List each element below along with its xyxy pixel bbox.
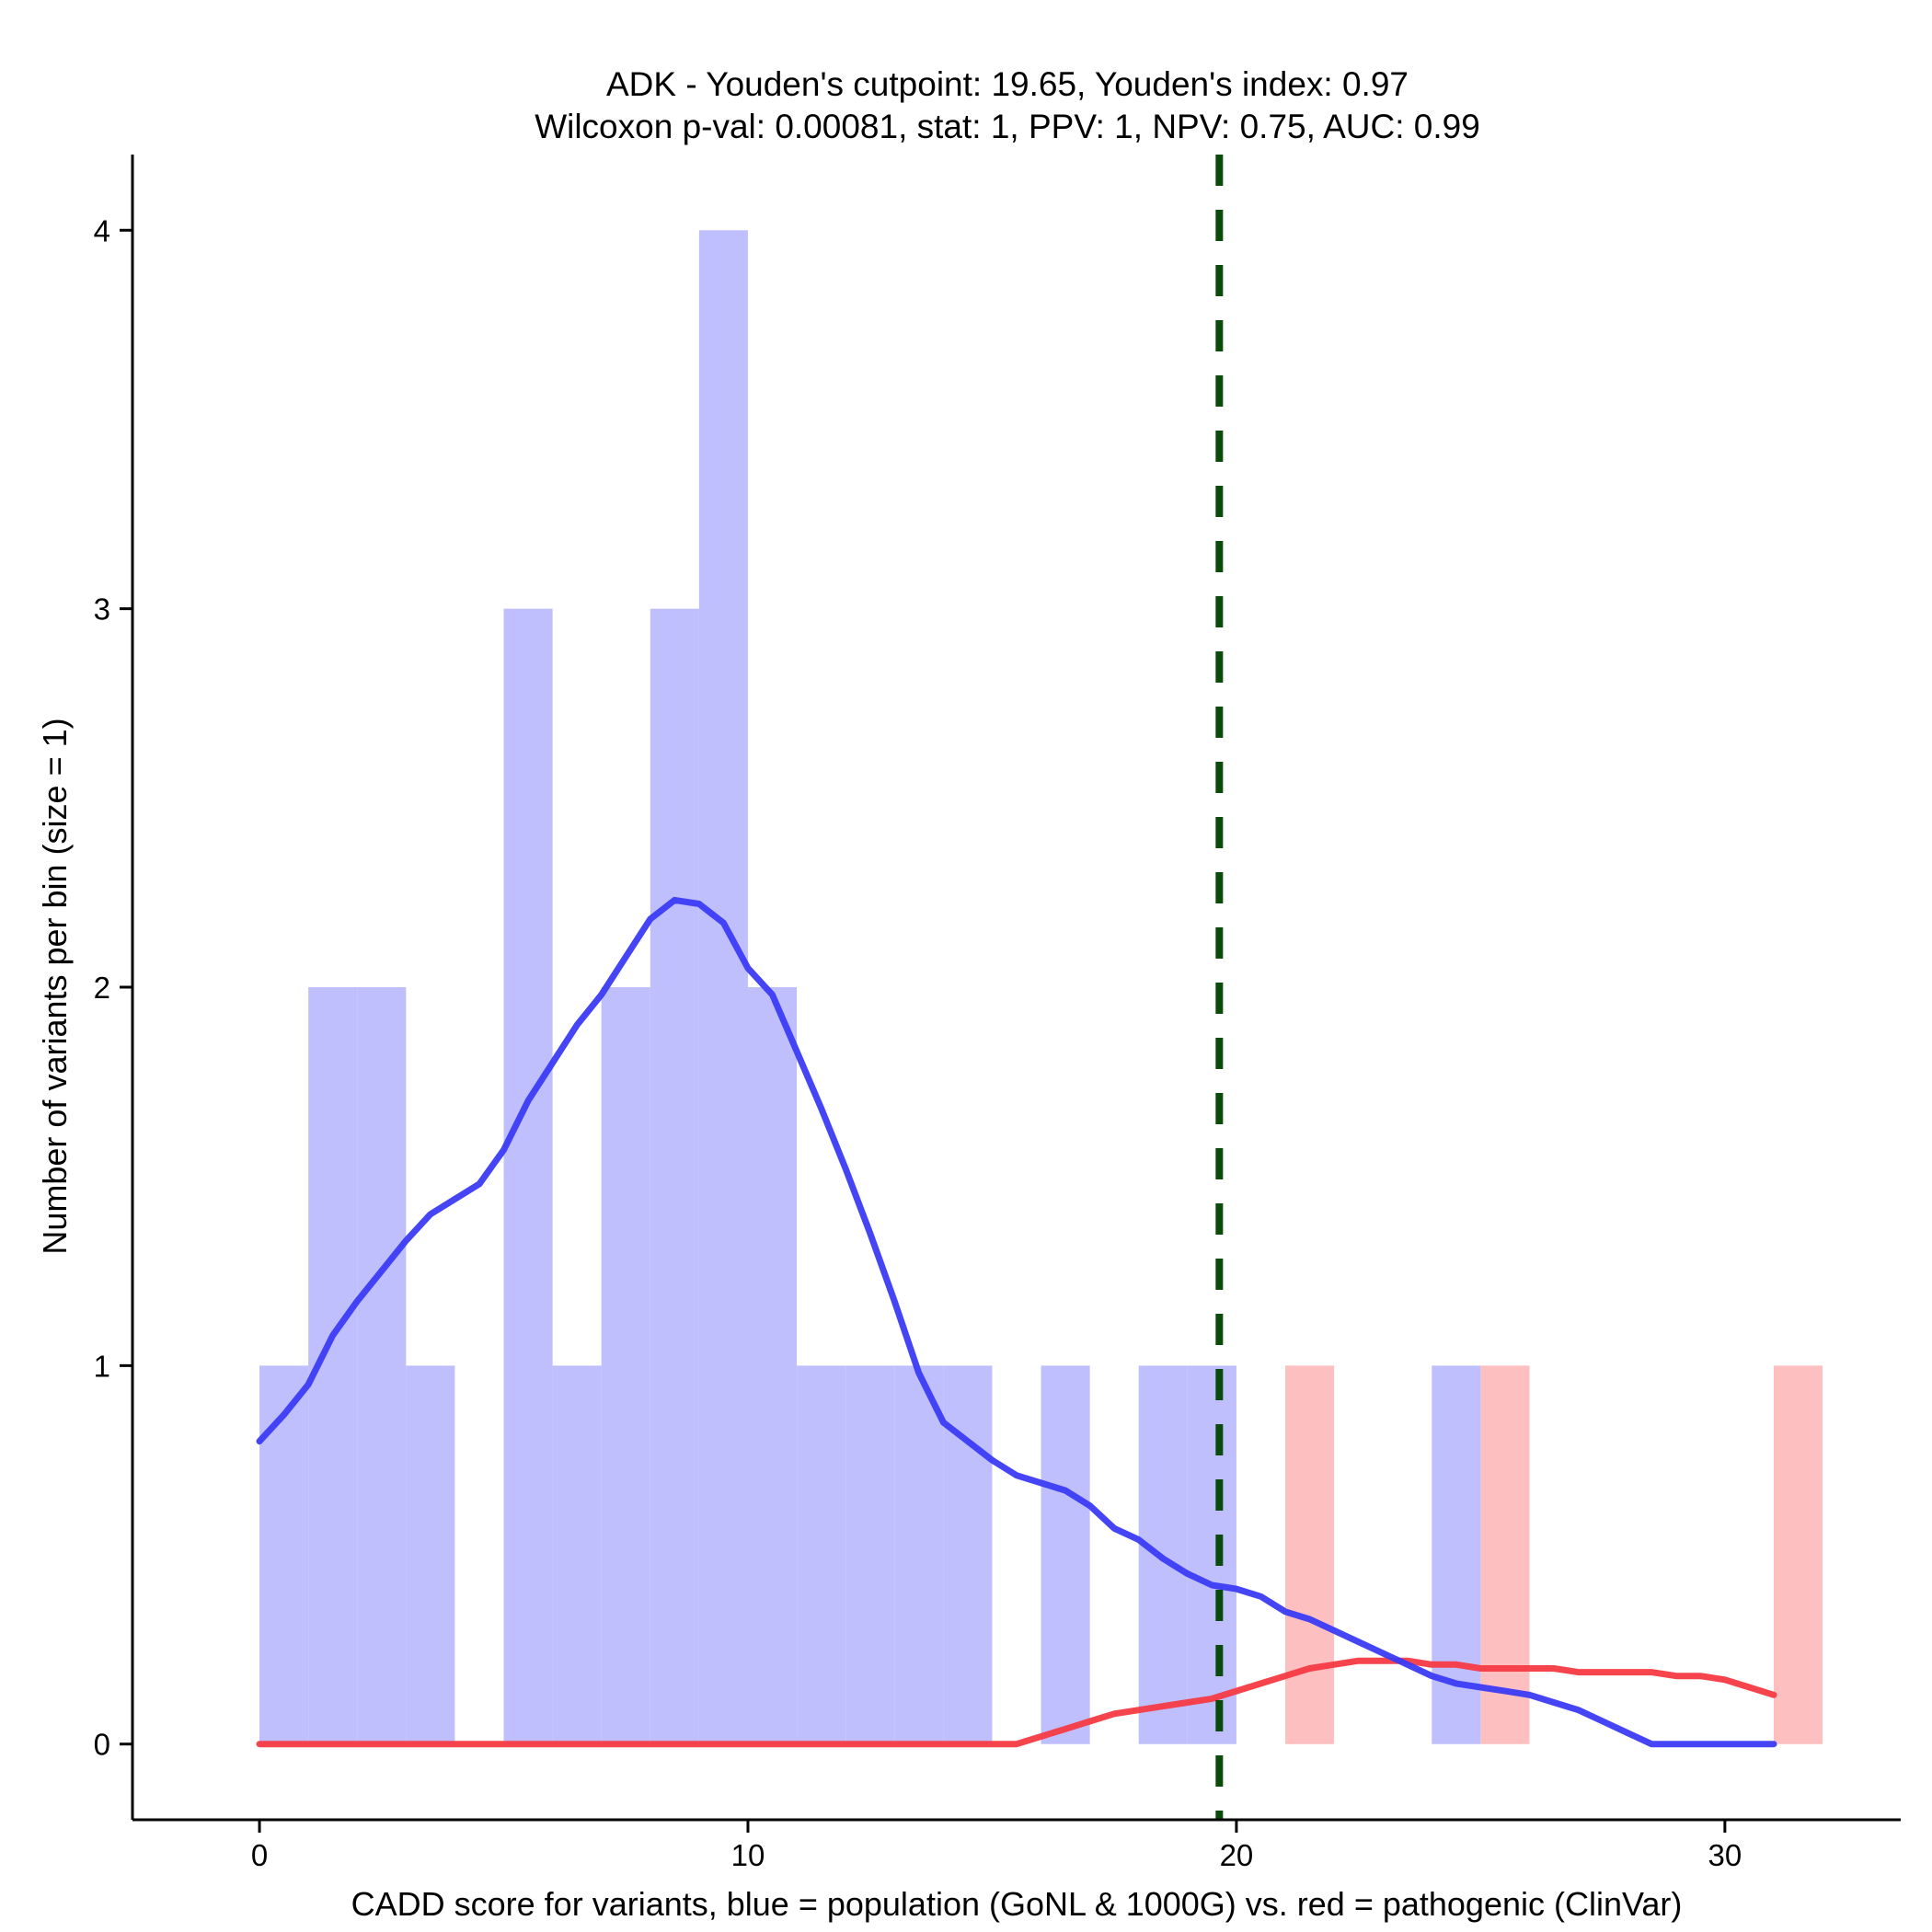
- population-bar-12: [894, 1365, 944, 1744]
- y-tick-label-2: 2: [94, 971, 110, 1005]
- pathogenic-bars: [1285, 1365, 1823, 1744]
- x-tick-label-20: 20: [1220, 1838, 1254, 1872]
- x-tick-label-30: 30: [1708, 1838, 1742, 1872]
- pathogenic-bar-1: [1480, 1365, 1530, 1744]
- y-tick-label-3: 3: [94, 592, 110, 627]
- population-bar-6: [601, 987, 650, 1744]
- population-bars: [259, 230, 1481, 1744]
- population-bar-0: [259, 1365, 309, 1744]
- pathogenic-bar-2: [1773, 1365, 1823, 1744]
- y-tick-label-1: 1: [94, 1349, 110, 1383]
- chart-subtitle: Wilcoxon p-val: 0.00081, stat: 1, PPV: 1…: [535, 108, 1480, 145]
- population-bar-8: [698, 230, 748, 1744]
- x-tick-label-10: 10: [731, 1838, 765, 1872]
- x-axis-label: CADD score for variants, blue = populati…: [351, 1885, 1683, 1923]
- population-bar-3: [406, 1365, 455, 1744]
- population-bar-5: [552, 1365, 602, 1744]
- x-axis-ticks: 0 10 20 30: [251, 1820, 1742, 1872]
- y-axis-ticks: 0 1 2 3 4: [94, 213, 132, 1762]
- population-bar-14: [1041, 1365, 1090, 1744]
- population-bar-11: [845, 1365, 895, 1744]
- population-bar-7: [650, 608, 699, 1744]
- population-bar-9: [747, 987, 798, 1744]
- population-bar-2: [357, 987, 407, 1744]
- y-axis-label: Number of variants per bin (size = 1): [36, 718, 74, 1254]
- chart-title: ADK - Youden's cutpoint: 19.65, Youden's…: [606, 65, 1409, 103]
- population-bar-16: [1187, 1365, 1236, 1744]
- density-curves: [256, 896, 1777, 1748]
- x-tick-label-0: 0: [251, 1838, 268, 1872]
- population-bar-13: [943, 1365, 993, 1744]
- population-density-curve: [256, 896, 1777, 1748]
- population-bar-4: [503, 608, 553, 1744]
- population-bar-10: [797, 1365, 846, 1744]
- pathogenic-density-curve: [256, 1657, 1777, 1748]
- y-tick-label-0: 0: [94, 1728, 110, 1762]
- pathogenic-bar-0: [1285, 1365, 1335, 1744]
- y-tick-label-4: 4: [94, 213, 110, 247]
